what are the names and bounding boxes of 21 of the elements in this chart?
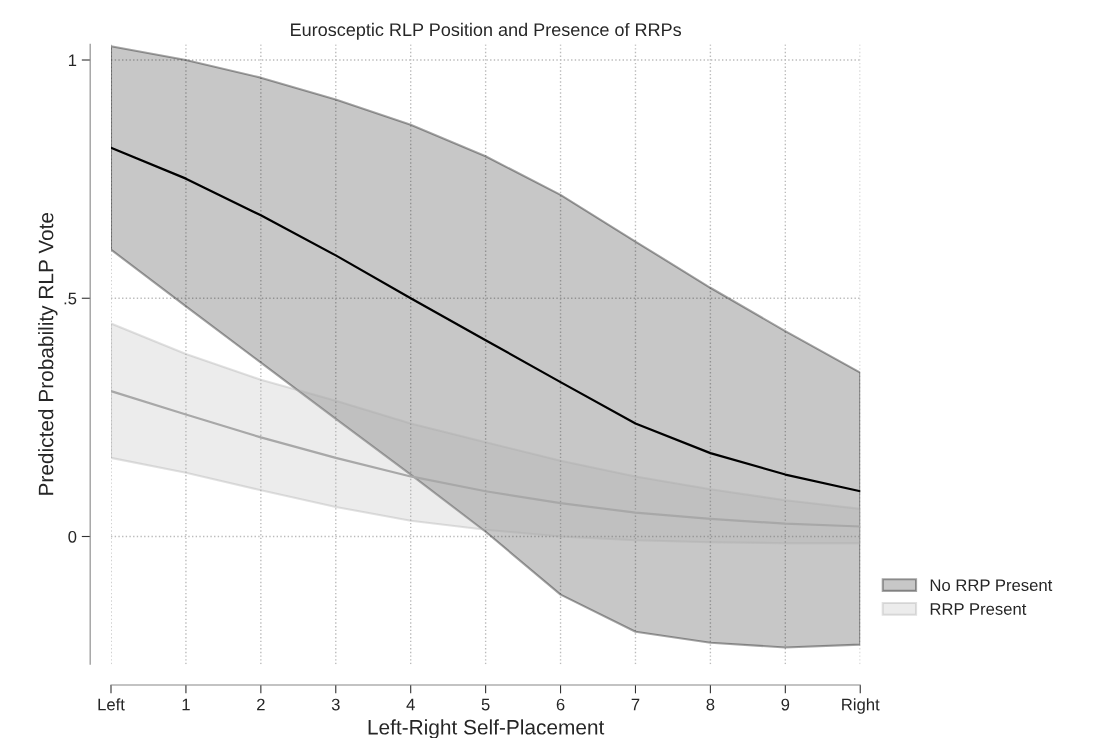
x-tick-label: 2 [257, 698, 265, 711]
y-tick-label: 0 [68, 530, 77, 543]
x-tick-label: 5 [481, 698, 490, 711]
legend-label: No RRP Present [930, 579, 1053, 592]
y-tick-label: .5 [64, 292, 77, 305]
x-tick-label: Right [842, 698, 880, 714]
x-tick-label: 6 [556, 698, 565, 711]
x-tick-label: 7 [631, 698, 640, 711]
x-tick-label: 9 [781, 698, 790, 711]
y-tick-label: 1 [68, 54, 77, 67]
legend-label: RRP Present [930, 603, 1027, 615]
y-axis-title: Predicted Probability RLP Vote [38, 212, 58, 495]
x-tick-label: 8 [706, 698, 715, 711]
x-tick-label: 1 [182, 698, 190, 711]
line-series [111, 390, 861, 528]
x-axis-title: Left-Right Self-Placement [368, 719, 605, 738]
chart-title: Eurosceptic RLP Position and Presence of RRPs [291, 22, 682, 40]
x-tick-label: Left [98, 698, 125, 711]
x-tick-label: 4 [406, 698, 415, 711]
x-tick-label: 3 [331, 698, 340, 711]
line-series [111, 146, 861, 493]
